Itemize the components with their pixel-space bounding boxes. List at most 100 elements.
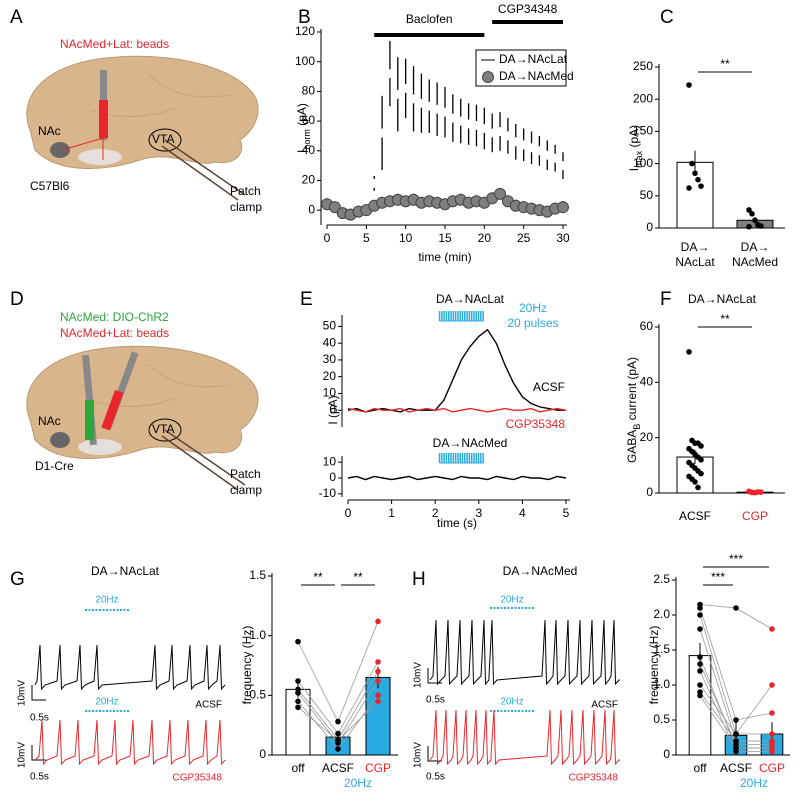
voltage-trace [429,619,620,686]
panel-letter: D [10,289,24,310]
x-tick-label: CGP [759,761,785,775]
x-tick-label: 10 [399,231,413,245]
marker [409,94,419,104]
paired-line [337,671,379,740]
stim-marker [85,609,130,712]
y-tick-label: 0 [308,202,315,216]
y-axis-label-part: (pA) [627,125,641,151]
y-axis-label-part: max [634,150,644,168]
y-tick-label: -10 [319,486,337,500]
data-point [746,207,752,213]
stim-label: 20Hz [95,697,118,708]
y-tick-label: 100 [633,156,653,170]
data-point [375,698,381,705]
data-point [697,682,703,688]
data-point [295,698,301,705]
x-tick-label: 5 [363,231,370,245]
y-axis-label-part: current (pA) [625,357,639,424]
y-tick-label: 100 [295,54,315,68]
chart-title: DA→NAcLat [436,292,505,306]
trace-label: CGP35348 [506,417,566,431]
label: clamp [230,200,262,214]
scale-label: 0.5s [30,713,49,724]
legend-label: DA→NAcLat [499,52,568,66]
data-point [698,457,704,463]
significance-label: ** [313,570,323,584]
projection [61,137,104,160]
data-point [698,183,704,189]
stim-label: 20Hz [500,697,523,708]
legend-box [475,49,567,87]
voltage-trace [429,709,620,766]
y-tick-label: 2.5 [653,572,670,586]
marker [456,116,466,126]
data-point [733,717,739,723]
y-tick-label: 30 [323,352,337,366]
y-tick-label: 20 [302,173,316,187]
panel-letter: A [10,7,23,28]
injection [85,400,94,440]
data-point [295,678,301,684]
marker [416,98,426,108]
data-point [698,443,704,449]
paired-line [735,684,773,735]
y-axis-label-part: B [632,424,642,430]
stim-label: 20 pulses [507,316,558,330]
data-point [375,678,381,684]
label: NAcMed+Lat: beads [60,326,169,340]
y-tick-label: 0 [646,485,653,499]
data-point [692,479,698,485]
data-point [375,659,381,665]
y-tick-label: 50 [640,188,654,202]
category-note: 20Hz [740,776,768,790]
bar [676,456,714,494]
marker [471,121,481,131]
data-point [769,626,775,632]
marker [494,187,507,200]
y-tick-label: 250 [633,59,653,73]
panel-letter: G [10,569,25,590]
data-point [746,223,752,230]
x-tick-label: off [291,761,305,775]
marker [495,126,505,136]
data-point [335,746,341,752]
y-axis-label-part: GABA [625,430,639,463]
trace-label: ACSF [533,380,565,394]
y-axis-label: frequency (Hz) [647,626,661,705]
current-trace [347,475,567,481]
paired-line [337,661,379,734]
y-tick-label: 0 [329,402,336,416]
y-tick-label: 1.0 [249,628,266,642]
y-tick-label: 40 [640,375,654,389]
paired-line [699,614,737,735]
x-tick-label: 5 [563,506,570,520]
y-tick-label: 200 [633,91,653,105]
scale-label: 0.5s [30,772,49,783]
marker [550,153,560,163]
data-point [686,185,692,191]
data-point [295,638,301,645]
y-tick-label: 0 [259,747,266,761]
data-point [295,690,301,696]
data-point [335,730,341,737]
data-point [769,682,775,688]
title: DA→NAcLat [91,564,160,578]
data-point [335,737,341,744]
panel-letter: H [412,569,426,590]
x-tick-label: 0 [324,231,331,245]
chart-title: DA→NAcMed [433,436,508,450]
x-tick-label: 20 [478,231,492,245]
marker [440,107,450,117]
x-tick-label: CGP [742,509,768,523]
y-axis-label: frequency (Hz) [240,626,254,705]
y-tick-label: 0.5 [653,712,670,726]
current-trace [347,328,566,413]
y-tick-label: 120 [295,24,315,38]
data-point [769,710,775,716]
paired-line [699,691,737,742]
y-tick-label: 1.0 [653,677,670,691]
x-tick-label: NAcLat [675,255,715,269]
y-tick-label: 40 [323,335,337,349]
bar [365,676,391,756]
x-tick-label: DA→ [681,240,710,254]
